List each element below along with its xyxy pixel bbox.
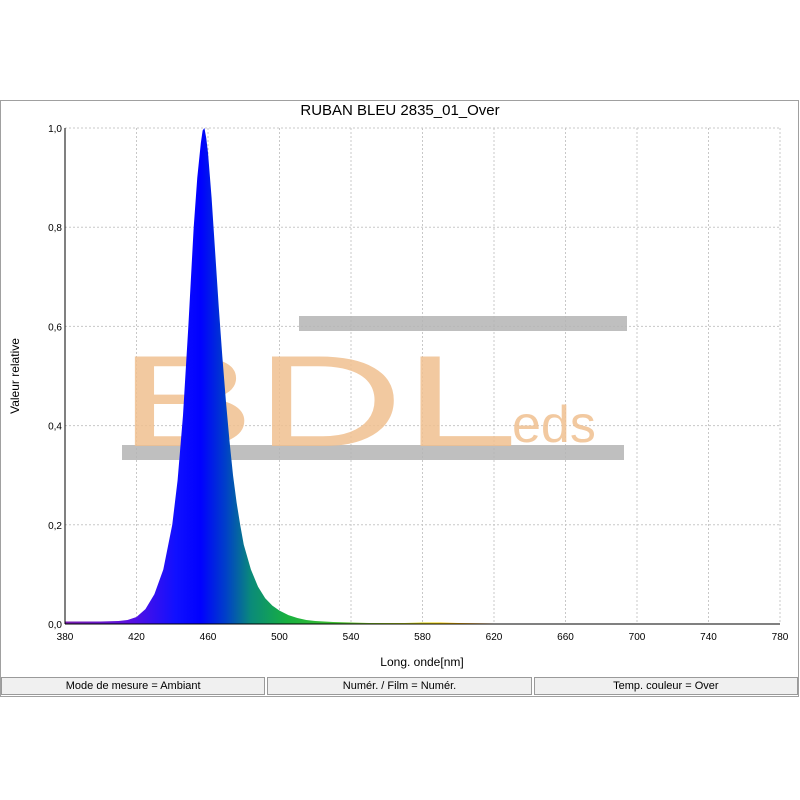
- y-tick-label: 1,0: [48, 124, 62, 135]
- x-tick-label: 540: [343, 632, 360, 643]
- x-tick-label: 420: [128, 632, 145, 643]
- x-tick-label: 580: [414, 632, 431, 643]
- y-tick-label: 0,4: [48, 422, 62, 433]
- watermark: BDL eds: [118, 316, 627, 474]
- y-axis-label: Valeur relative: [8, 338, 22, 414]
- status-mode: Mode de mesure = Ambiant: [1, 677, 266, 695]
- x-tick-label: 380: [57, 632, 74, 643]
- watermark-logo-big: BDL: [118, 328, 518, 474]
- x-tick-label: 460: [200, 632, 217, 643]
- chart-window: [0, 100, 799, 697]
- watermark-bar-top: [299, 316, 627, 331]
- x-tick-labels: 380 420 460 500 540 580 620 660 700 740 780: [57, 632, 789, 643]
- y-tick-label: 0,0: [48, 620, 62, 631]
- x-axis-label: Long. onde[nm]: [380, 655, 463, 669]
- axes: [64, 128, 780, 625]
- y-tick-label: 0,8: [48, 223, 62, 234]
- spectrum-area: [65, 128, 780, 624]
- x-tick-label: 620: [486, 632, 503, 643]
- chart-title: RUBAN BLEU 2835_01_Over: [300, 102, 500, 119]
- status-bar: Mode de mesure = Ambiant Numér. / Film =…: [1, 677, 798, 695]
- watermark-logo-small: eds: [512, 396, 596, 454]
- x-tick-label: 700: [629, 632, 646, 643]
- x-tick-label: 740: [700, 632, 717, 643]
- x-tick-label: 500: [271, 632, 288, 643]
- status-temp: Temp. couleur = Over: [533, 677, 798, 695]
- watermark-bar-bottom: [122, 445, 624, 460]
- status-numer: Numér. / Film = Numér.: [267, 677, 532, 695]
- x-tick-label: 780: [772, 632, 789, 643]
- y-tick-labels: 0,0 0,2 0,4 0,6 0,8 1,0: [48, 124, 62, 631]
- x-tick-label: 660: [557, 632, 574, 643]
- spectrum-series: [65, 128, 780, 624]
- y-tick-label: 0,2: [48, 521, 62, 532]
- y-tick-label: 0,6: [48, 322, 62, 333]
